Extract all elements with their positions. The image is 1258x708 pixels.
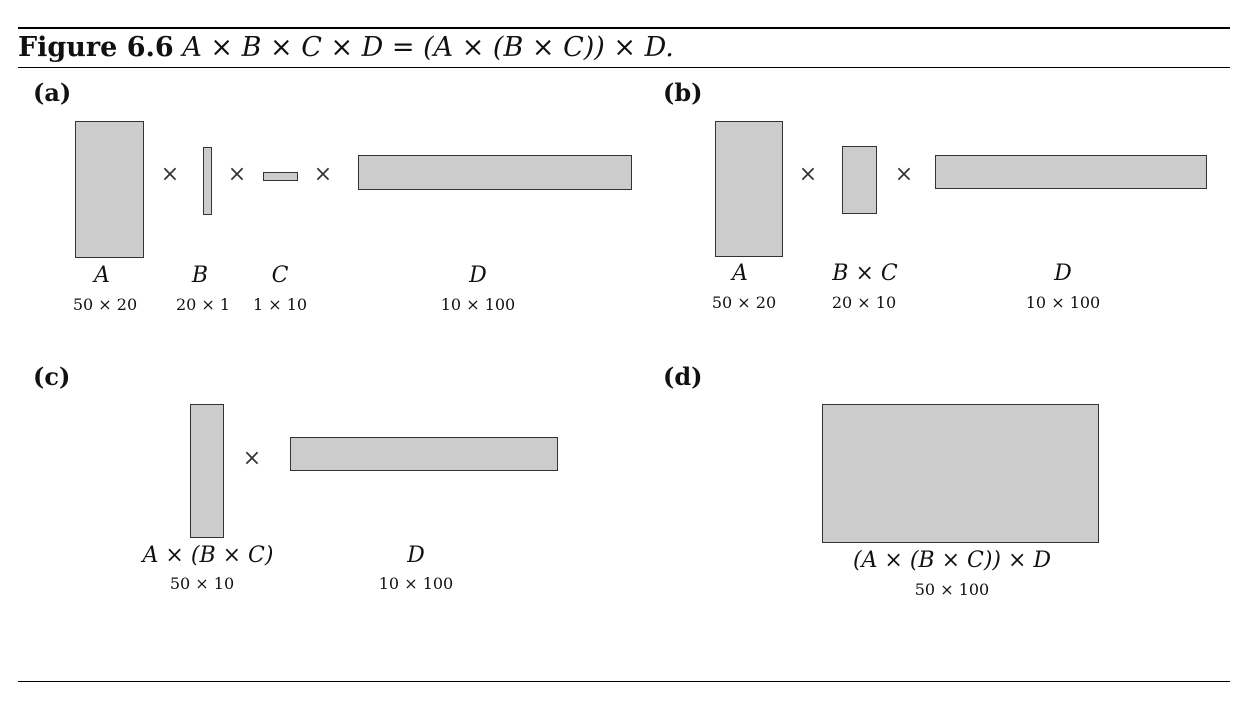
matrix-dims: 50 × 20: [711, 293, 777, 312]
matrix-name: (A × (B × C)) × D: [852, 548, 1052, 573]
matrix-name: C: [271, 263, 289, 288]
matrix-name: A × (B × C): [142, 543, 274, 568]
matrix-dims: 10 × 100: [378, 574, 454, 593]
matrix-a-D: [358, 155, 632, 190]
figure-label: Figure 6.6: [18, 32, 174, 63]
matrix-dims: 20 × 1: [175, 295, 231, 314]
times-symbol: ×: [227, 162, 247, 187]
panel-a-label: (a): [33, 78, 72, 107]
matrix-dims: 50 × 100: [914, 580, 990, 599]
matrix-a-B: [203, 147, 212, 215]
matrix-b-BC: [842, 146, 877, 214]
top-rule: [18, 27, 1230, 29]
matrix-dims: 10 × 100: [440, 295, 516, 314]
panel-c-label: (c): [33, 362, 71, 391]
times-symbol: ×: [242, 446, 262, 471]
times-symbol: ×: [160, 162, 180, 187]
times-symbol: ×: [798, 162, 818, 187]
matrix-name: A: [94, 263, 110, 288]
matrix-c-D: [290, 437, 558, 471]
matrix-name: B: [191, 263, 209, 288]
matrix-dims: 10 × 100: [1025, 293, 1101, 312]
matrix-name: B × C: [832, 261, 898, 286]
bottom-rule: [18, 681, 1230, 682]
matrix-dims: 1 × 10: [252, 295, 308, 314]
matrix-d-result: [822, 404, 1099, 543]
matrix-name: D: [407, 543, 425, 568]
matrix-b-D: [935, 155, 1207, 189]
times-symbol: ×: [313, 162, 333, 187]
matrix-c-ABC: [190, 404, 224, 538]
matrix-name: A: [732, 261, 748, 286]
times-symbol: ×: [894, 162, 914, 187]
figure-caption: Figure 6.6 A × B × C × D = (A × (B × C))…: [18, 30, 674, 66]
matrix-name: D: [1054, 261, 1072, 286]
matrix-dims: 50 × 10: [169, 574, 235, 593]
figure-expression: A × B × C × D = (A × (B × C)) × D.: [182, 32, 674, 63]
caption-rule: [18, 67, 1230, 68]
matrix-dims: 50 × 20: [72, 295, 138, 314]
matrix-name: D: [469, 263, 487, 288]
matrix-a-C: [263, 172, 298, 181]
panel-d-label: (d): [663, 362, 703, 391]
matrix-b-A: [715, 121, 783, 257]
panel-b-label: (b): [663, 78, 703, 107]
matrix-dims: 20 × 10: [831, 293, 897, 312]
matrix-a-A: [75, 121, 144, 258]
